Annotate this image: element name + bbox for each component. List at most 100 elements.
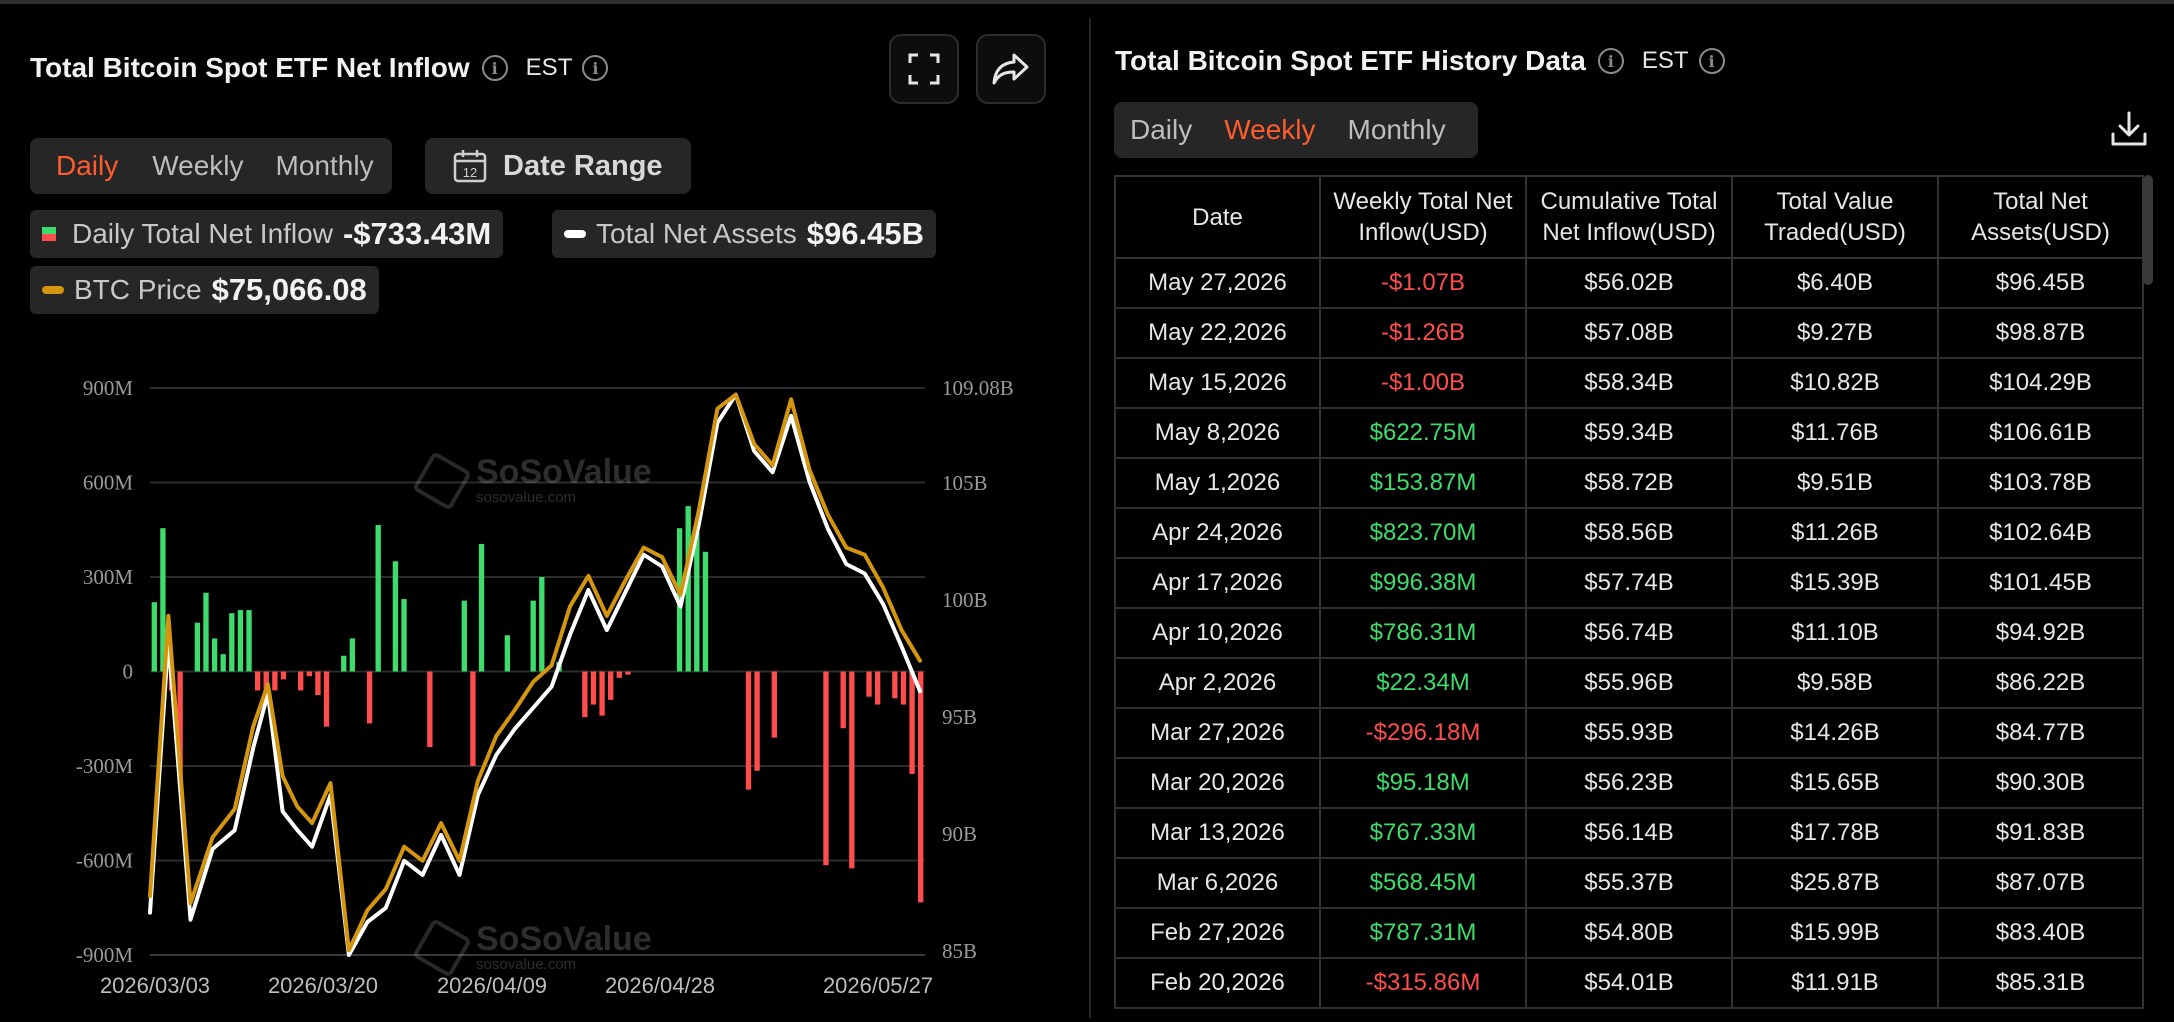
cell-date: Apr 17,2026: [1114, 558, 1321, 609]
cell-cumulative-inflow: $57.74B: [1525, 558, 1733, 609]
download-icon[interactable]: [2110, 110, 2148, 148]
inflow-bar: [211, 638, 218, 672]
table-row[interactable]: Apr 10,2026 $786.31M $56.74B $11.10B $94.92B: [1114, 608, 2144, 659]
inflow-bar: [539, 577, 545, 672]
fullscreen-button[interactable]: [889, 34, 959, 104]
svg-text:12: 12: [463, 165, 477, 180]
cell-cumulative-inflow: $56.23B: [1525, 758, 1733, 809]
inflow-bar: [177, 671, 183, 784]
tab-daily[interactable]: Daily: [56, 150, 119, 181]
tab-monthly[interactable]: Monthly: [275, 150, 374, 181]
y-left-tick-label: -900M: [76, 943, 133, 967]
red-green-swatch: [42, 227, 56, 241]
y-left-tick-label: 300M: [83, 565, 134, 589]
inflow-bar: [849, 671, 855, 869]
cell-weekly-inflow: $787.31M: [1319, 908, 1527, 959]
inflow-bar: [375, 525, 381, 672]
table-row[interactable]: Mar 20,2026 $95.18M $56.23B $15.65B $90.30B: [1114, 758, 2144, 809]
cell-weekly-inflow: $568.45M: [1319, 858, 1527, 909]
cell-cumulative-inflow: $58.34B: [1525, 358, 1733, 409]
table-row[interactable]: May 15,2026 -$1.00B $58.34B $10.82B $104.29B: [1114, 358, 2144, 409]
cell-cumulative-inflow: $55.37B: [1525, 858, 1733, 909]
inflow-bar: [341, 655, 347, 672]
legend-btc-price[interactable]: BTC Price $75,066.08: [30, 266, 379, 314]
cell-weekly-inflow: -$296.18M: [1319, 708, 1527, 759]
table-row[interactable]: May 27,2026 -$1.07B $56.02B $6.40B $96.45B: [1114, 258, 2144, 309]
table-row[interactable]: Feb 20,2026 -$315.86M $54.01B $11.91B $85.31…: [1114, 958, 2144, 1009]
history-interval-tabs: Daily Weekly Monthly: [1114, 102, 1478, 158]
timezone-info-icon[interactable]: i: [582, 55, 609, 81]
y-left-tick-label: -300M: [76, 754, 133, 778]
cell-net-assets: $104.29B: [1937, 358, 2144, 409]
timezone-label: EST: [1641, 47, 1689, 74]
cell-value-traded: $14.26B: [1731, 708, 1939, 759]
info-icon[interactable]: i: [1597, 48, 1624, 74]
tab-monthly[interactable]: Monthly: [1347, 114, 1446, 145]
table-row[interactable]: Apr 2,2026 $22.34M $55.96B $9.58B $86.22B: [1114, 658, 2144, 709]
tab-weekly[interactable]: Weekly: [152, 150, 244, 181]
inflow-bar: [771, 671, 777, 738]
table-row[interactable]: Mar 13,2026 $767.33M $56.14B $17.78B $91.83B: [1114, 808, 2144, 859]
inflow-bar: [900, 671, 907, 705]
timezone-info-icon[interactable]: i: [1698, 48, 1725, 74]
inflow-title-row: Total Bitcoin Spot ETF Net Inflow i EST …: [30, 52, 609, 84]
cell-weekly-inflow: $153.87M: [1319, 458, 1527, 509]
tab-weekly[interactable]: Weekly: [1224, 114, 1316, 145]
inflow-bar: [874, 671, 881, 705]
calendar-icon: 12: [453, 150, 487, 183]
table-row[interactable]: Apr 17,2026 $996.38M $57.74B $15.39B $101.45…: [1114, 558, 2144, 609]
cell-date: Feb 27,2026: [1114, 908, 1321, 959]
table-row[interactable]: May 8,2026 $622.75M $59.34B $11.76B $106.61B: [1114, 408, 2144, 459]
inflow-bar: [315, 671, 321, 696]
inflow-bar: [229, 613, 235, 672]
col-net-assets[interactable]: Total Net Assets(USD): [1937, 175, 2144, 259]
table-row[interactable]: May 1,2026 $153.87M $58.72B $9.51B $103.78B: [1114, 458, 2144, 509]
share-button[interactable]: [976, 34, 1046, 104]
legend-inflow-value: -$733.43M: [342, 216, 492, 251]
cell-date: May 15,2026: [1114, 358, 1321, 409]
y-right-tick-label: 109.08B: [942, 376, 1014, 400]
inflow-bar: [694, 526, 700, 672]
inflow-bar: [745, 671, 752, 790]
table-row[interactable]: Feb 27,2026 $787.31M $54.80B $15.99B $83.40B: [1114, 908, 2144, 959]
inflow-bar: [246, 610, 252, 672]
table-scrollbar[interactable]: [2143, 175, 2153, 285]
cell-value-traded: $15.65B: [1731, 758, 1939, 809]
inflow-chart[interactable]: 900M 600M 300M 0 -300M -600M -900M 109.08B 105B 1…: [0, 0, 1080, 1010]
col-value-traded[interactable]: Total Value Traded(USD): [1731, 175, 1939, 259]
history-table-title: Total Bitcoin Spot ETF History Data: [1115, 45, 1586, 76]
table-row[interactable]: Mar 6,2026 $568.45M $55.37B $25.87B $87.07B: [1114, 858, 2144, 909]
cell-weekly-inflow: $95.18M: [1319, 758, 1527, 809]
col-date[interactable]: Date: [1114, 175, 1321, 259]
inflow-bar: [918, 671, 924, 903]
info-icon[interactable]: i: [481, 55, 508, 81]
cell-net-assets: $85.31B: [1937, 958, 2144, 1009]
cell-date: Feb 20,2026: [1114, 958, 1321, 1009]
legend-total-net-assets[interactable]: Total Net Assets $96.45B: [552, 210, 936, 258]
tab-daily[interactable]: Daily: [1130, 114, 1193, 145]
legend-assets-value: $96.45B: [806, 216, 924, 251]
cell-date: Apr 10,2026: [1114, 608, 1321, 659]
cell-net-assets: $98.87B: [1937, 308, 2144, 359]
col-weekly-inflow[interactable]: Weekly Total Net Inflow(USD): [1319, 175, 1527, 259]
x-tick-label: 2026/03/20: [268, 973, 378, 998]
col-cumulative-inflow[interactable]: Cumulative Total Net Inflow(USD): [1525, 175, 1733, 259]
inflow-bar: [599, 671, 605, 716]
inflow-bar: [349, 638, 356, 672]
cell-cumulative-inflow: $55.93B: [1525, 708, 1733, 759]
top-border: [0, 0, 2174, 4]
date-range-button[interactable]: 12 Date Range: [425, 138, 691, 194]
table-row[interactable]: May 22,2026 -$1.26B $57.08B $9.27B $98.87B: [1114, 308, 2144, 359]
cell-net-assets: $102.64B: [1937, 508, 2144, 559]
cell-weekly-inflow: $996.38M: [1319, 558, 1527, 609]
cell-date: Mar 6,2026: [1114, 858, 1321, 909]
cell-date: May 22,2026: [1114, 308, 1321, 359]
legend-daily-inflow[interactable]: Daily Total Net Inflow -$733.43M: [30, 210, 504, 258]
cell-cumulative-inflow: $56.74B: [1525, 608, 1733, 659]
cell-cumulative-inflow: $55.96B: [1525, 658, 1733, 709]
cell-value-traded: $17.78B: [1731, 808, 1939, 859]
x-tick-label: 2026/04/28: [605, 973, 715, 998]
table-row[interactable]: Mar 27,2026 -$296.18M $55.93B $14.26B $84.77…: [1114, 708, 2144, 759]
table-row[interactable]: Apr 24,2026 $823.70M $58.56B $11.26B $102.64…: [1114, 508, 2144, 559]
watermark: SoSoValue sosovalue.com: [411, 917, 652, 978]
